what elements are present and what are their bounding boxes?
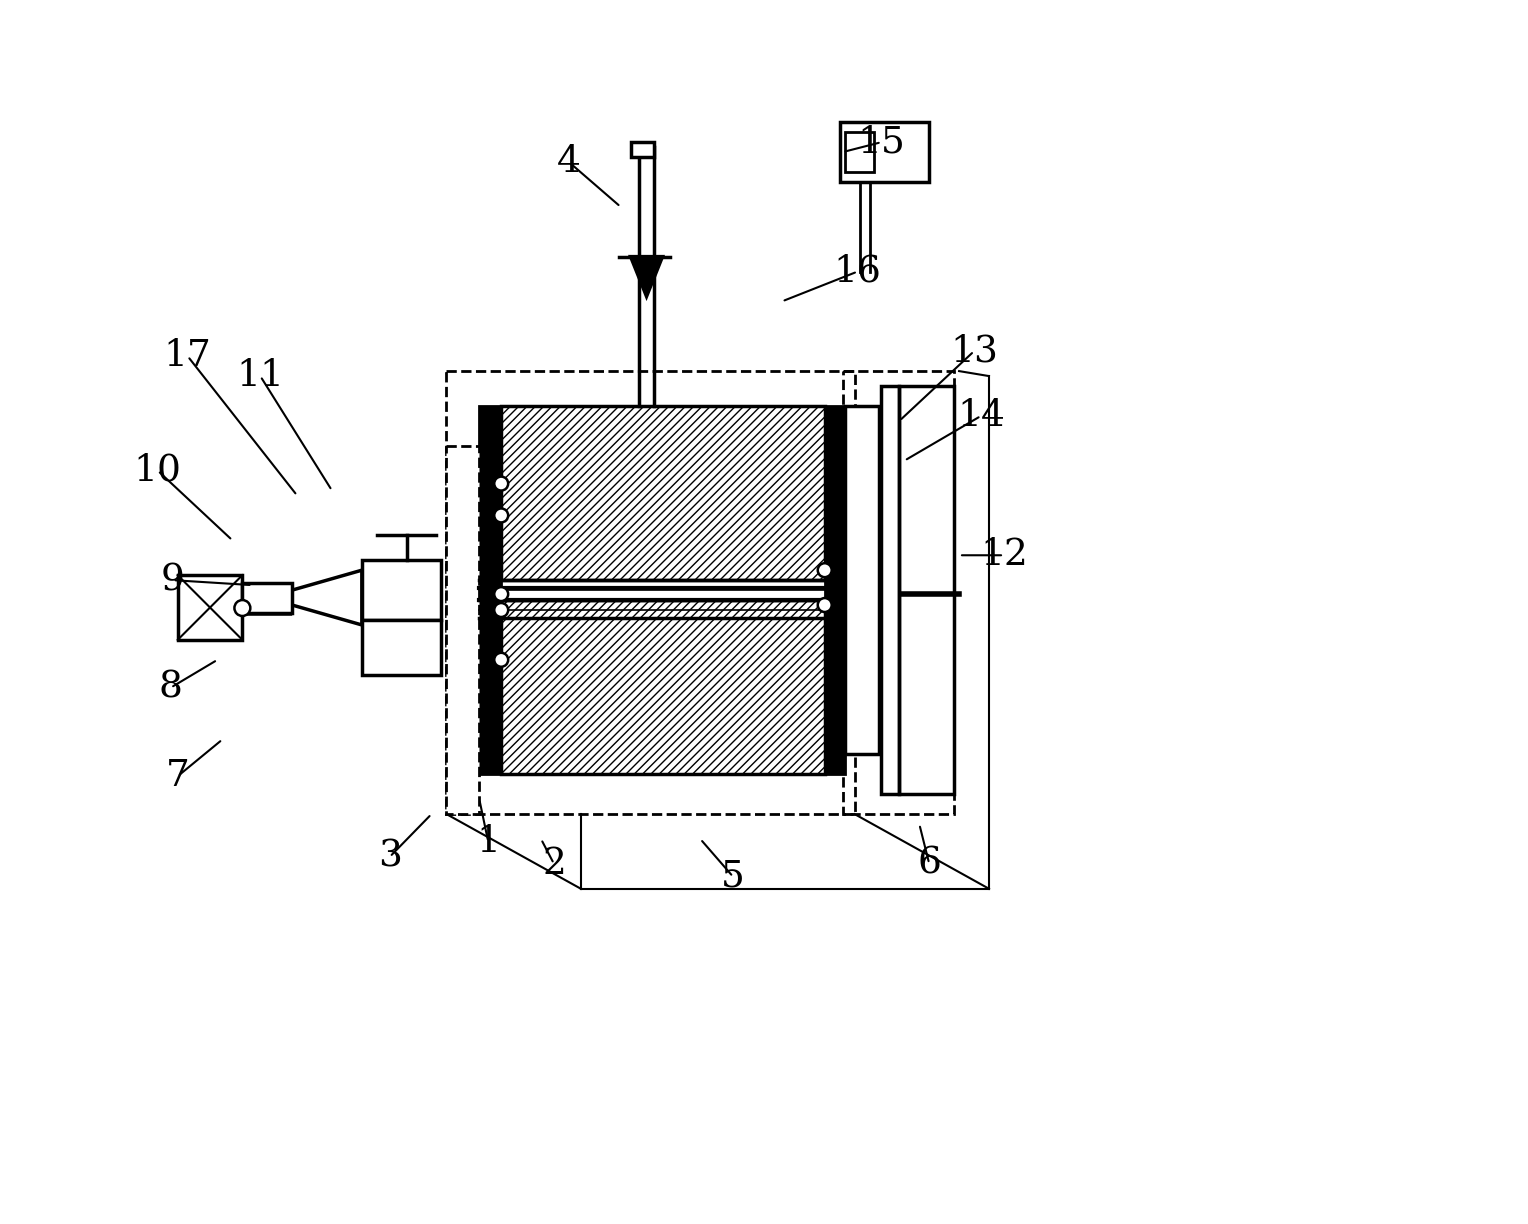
- Bar: [845, 406, 880, 754]
- Text: 7: 7: [165, 758, 189, 794]
- Text: 12: 12: [979, 537, 1028, 573]
- Polygon shape: [631, 257, 663, 296]
- Bar: [362, 561, 442, 621]
- Bar: [882, 386, 900, 794]
- Bar: [501, 600, 825, 775]
- Text: 16: 16: [834, 253, 882, 290]
- Circle shape: [494, 652, 509, 667]
- Text: 2: 2: [542, 846, 565, 881]
- Text: 14: 14: [957, 398, 1005, 433]
- Text: 4: 4: [556, 144, 581, 180]
- Circle shape: [817, 563, 831, 578]
- Text: 8: 8: [159, 670, 183, 706]
- Text: 3: 3: [377, 838, 402, 875]
- Bar: [845, 132, 874, 173]
- Text: 13: 13: [950, 333, 998, 370]
- Text: 1: 1: [477, 824, 500, 860]
- Text: 9: 9: [160, 562, 185, 599]
- Text: 6: 6: [917, 846, 941, 881]
- Bar: [900, 386, 953, 794]
- Text: 5: 5: [721, 859, 746, 895]
- Bar: [446, 446, 480, 814]
- Bar: [362, 621, 442, 674]
- Text: 10: 10: [134, 453, 182, 488]
- Polygon shape: [243, 586, 292, 614]
- Text: 11: 11: [237, 359, 284, 394]
- Circle shape: [494, 603, 509, 617]
- Circle shape: [817, 599, 831, 612]
- Bar: [446, 371, 854, 814]
- Circle shape: [234, 600, 251, 616]
- Circle shape: [494, 588, 509, 601]
- Bar: [177, 575, 243, 640]
- Text: 17: 17: [163, 338, 211, 375]
- Circle shape: [494, 508, 509, 523]
- Bar: [480, 406, 501, 775]
- Polygon shape: [292, 570, 362, 625]
- Circle shape: [494, 476, 509, 491]
- Bar: [842, 371, 953, 814]
- Bar: [825, 406, 845, 775]
- Text: 15: 15: [857, 124, 906, 160]
- Bar: [631, 142, 654, 157]
- Bar: [840, 122, 929, 182]
- Bar: [243, 583, 292, 613]
- Bar: [501, 406, 825, 580]
